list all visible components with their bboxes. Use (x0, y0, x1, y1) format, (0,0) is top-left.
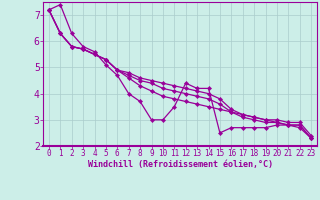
X-axis label: Windchill (Refroidissement éolien,°C): Windchill (Refroidissement éolien,°C) (87, 160, 273, 169)
